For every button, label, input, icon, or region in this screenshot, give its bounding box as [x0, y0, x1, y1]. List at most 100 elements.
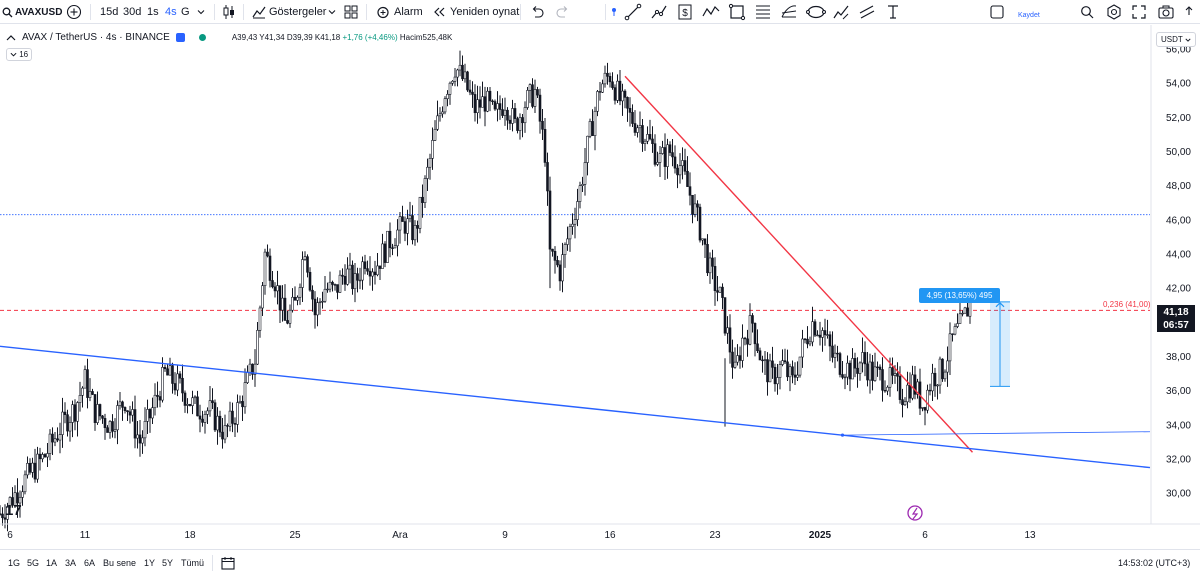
chart-type-button[interactable] [222, 0, 236, 24]
alert-button[interactable]: Alarm [376, 0, 423, 24]
redo-button[interactable] [556, 0, 570, 24]
range-1y[interactable]: 1Y [144, 550, 155, 574]
layouts-button[interactable] [344, 0, 358, 24]
candle-body [963, 307, 967, 314]
symbol-search-button[interactable]: AVAXUSD [2, 0, 62, 24]
candle-body [141, 437, 144, 444]
candle-body [241, 401, 244, 408]
range-1g[interactable]: 1G [8, 550, 20, 574]
text-tool[interactable] [884, 0, 902, 24]
price-tick-label: 48,00 [1166, 181, 1191, 192]
candle-body [146, 409, 149, 422]
go-to-date-button[interactable] [221, 550, 235, 574]
candle-body [791, 366, 794, 376]
candle-body [938, 358, 942, 386]
candle-body [886, 386, 889, 392]
candle-body [546, 162, 549, 192]
more-button[interactable] [1184, 0, 1194, 24]
price-chart[interactable]: 56,00 54,00 52,00 50,00 48,00 46,00 44,00 42,00… [0, 25, 1200, 549]
bar-countdown: 06:57 [1163, 320, 1189, 331]
quick-search-button[interactable] [1080, 0, 1094, 24]
chevron-up-icon[interactable] [6, 33, 16, 43]
range-3a[interactable]: 3A [65, 550, 76, 574]
candle-body [646, 134, 649, 142]
symbol-title[interactable]: AVAX / TetherUS · 4s · BINANCE [22, 32, 170, 43]
candle-body [108, 421, 112, 433]
fib-fan-tool[interactable] [780, 0, 798, 24]
pattern-tool[interactable] [702, 0, 720, 24]
range-5y[interactable]: 5Y [162, 550, 173, 574]
candle-body [416, 225, 419, 229]
candle-body [126, 410, 129, 413]
interval-4s[interactable]: 4s [165, 0, 177, 24]
ohlc-values: A39,43 Y41,34 D39,39 K41,18 +1,76 (+4,46… [232, 33, 453, 42]
currency-selector[interactable]: USDT [1156, 32, 1196, 47]
candle-body [98, 404, 102, 417]
drawing-tools-pin-button[interactable] [611, 0, 617, 24]
interval-g[interactable]: G [181, 0, 190, 24]
candle-body [311, 289, 314, 300]
candle-body [798, 356, 802, 376]
candle-body [173, 383, 177, 391]
interval-dropdown[interactable] [197, 0, 205, 24]
fullscreen-checkbox[interactable] [990, 0, 1004, 24]
candle-body [343, 275, 347, 285]
candle-body [953, 326, 957, 335]
add-symbol-button[interactable] [66, 0, 82, 24]
chevron-down-icon [328, 10, 336, 15]
candle-body [823, 330, 827, 336]
range-1a[interactable]: 1A [46, 550, 57, 574]
fullscreen-button[interactable] [1132, 0, 1146, 24]
candle-body [106, 427, 109, 433]
market-status-icon[interactable] [198, 34, 206, 41]
fib-tool[interactable] [754, 0, 772, 24]
settings-button[interactable] [1106, 0, 1122, 24]
candle-body [133, 409, 137, 439]
replay-label: Yeniden oynat [450, 6, 520, 18]
range-ytd[interactable]: Bu sene [103, 550, 136, 574]
timezone-clock[interactable]: 14:53:02 (UTC+3) [1118, 550, 1190, 574]
undo-button[interactable] [530, 0, 544, 24]
candle-body [148, 409, 152, 419]
range-6a[interactable]: 6A [84, 550, 95, 574]
lightning-icon[interactable] [907, 505, 923, 521]
rectangle-tool[interactable] [728, 0, 746, 24]
ray-tool[interactable] [650, 0, 668, 24]
candle-body [573, 219, 577, 225]
range-all[interactable]: Tümü [181, 550, 204, 574]
chevron-down-icon [1185, 38, 1191, 42]
toolbar-divider [214, 4, 215, 20]
interval-15d[interactable]: 15d [100, 0, 118, 24]
candle-body [496, 103, 499, 110]
indicator-count-badge[interactable]: 16 [6, 48, 33, 61]
candle-body [113, 429, 117, 432]
brush-tool[interactable] [832, 0, 850, 24]
candle-body [16, 492, 19, 504]
measure-tool [990, 301, 1010, 387]
indicators-dropdown[interactable] [328, 0, 336, 24]
interval-1s[interactable]: 1s [147, 0, 159, 24]
price-range-tool[interactable]: $ [676, 0, 694, 24]
snapshot-button[interactable] [1158, 0, 1174, 24]
candle-body [128, 411, 132, 416]
price-tick-label: 46,00 [1166, 215, 1191, 226]
grid-icon [344, 5, 358, 19]
candle-body [526, 90, 529, 108]
interval-30d[interactable]: 30d [123, 0, 141, 24]
candle-body [66, 414, 69, 432]
candle-body [376, 265, 379, 276]
range-5g[interactable]: 5G [27, 550, 39, 574]
indicators-button[interactable]: Göstergeler [252, 0, 326, 24]
save-label[interactable]: Kaydet [1018, 12, 1040, 19]
parallel-channel-tool[interactable] [858, 0, 876, 24]
replay-button[interactable]: Yeniden oynat [434, 0, 519, 24]
candle-body [248, 363, 252, 373]
candle-body [338, 274, 342, 293]
ellipse-tool[interactable] [806, 0, 826, 24]
candle-body [308, 271, 312, 291]
candle-body [828, 334, 832, 347]
candle-body [23, 474, 27, 493]
tradingview-logo[interactable]: 17 [5, 502, 22, 519]
trend-line-tool[interactable] [624, 0, 642, 24]
candle-body [486, 90, 489, 112]
